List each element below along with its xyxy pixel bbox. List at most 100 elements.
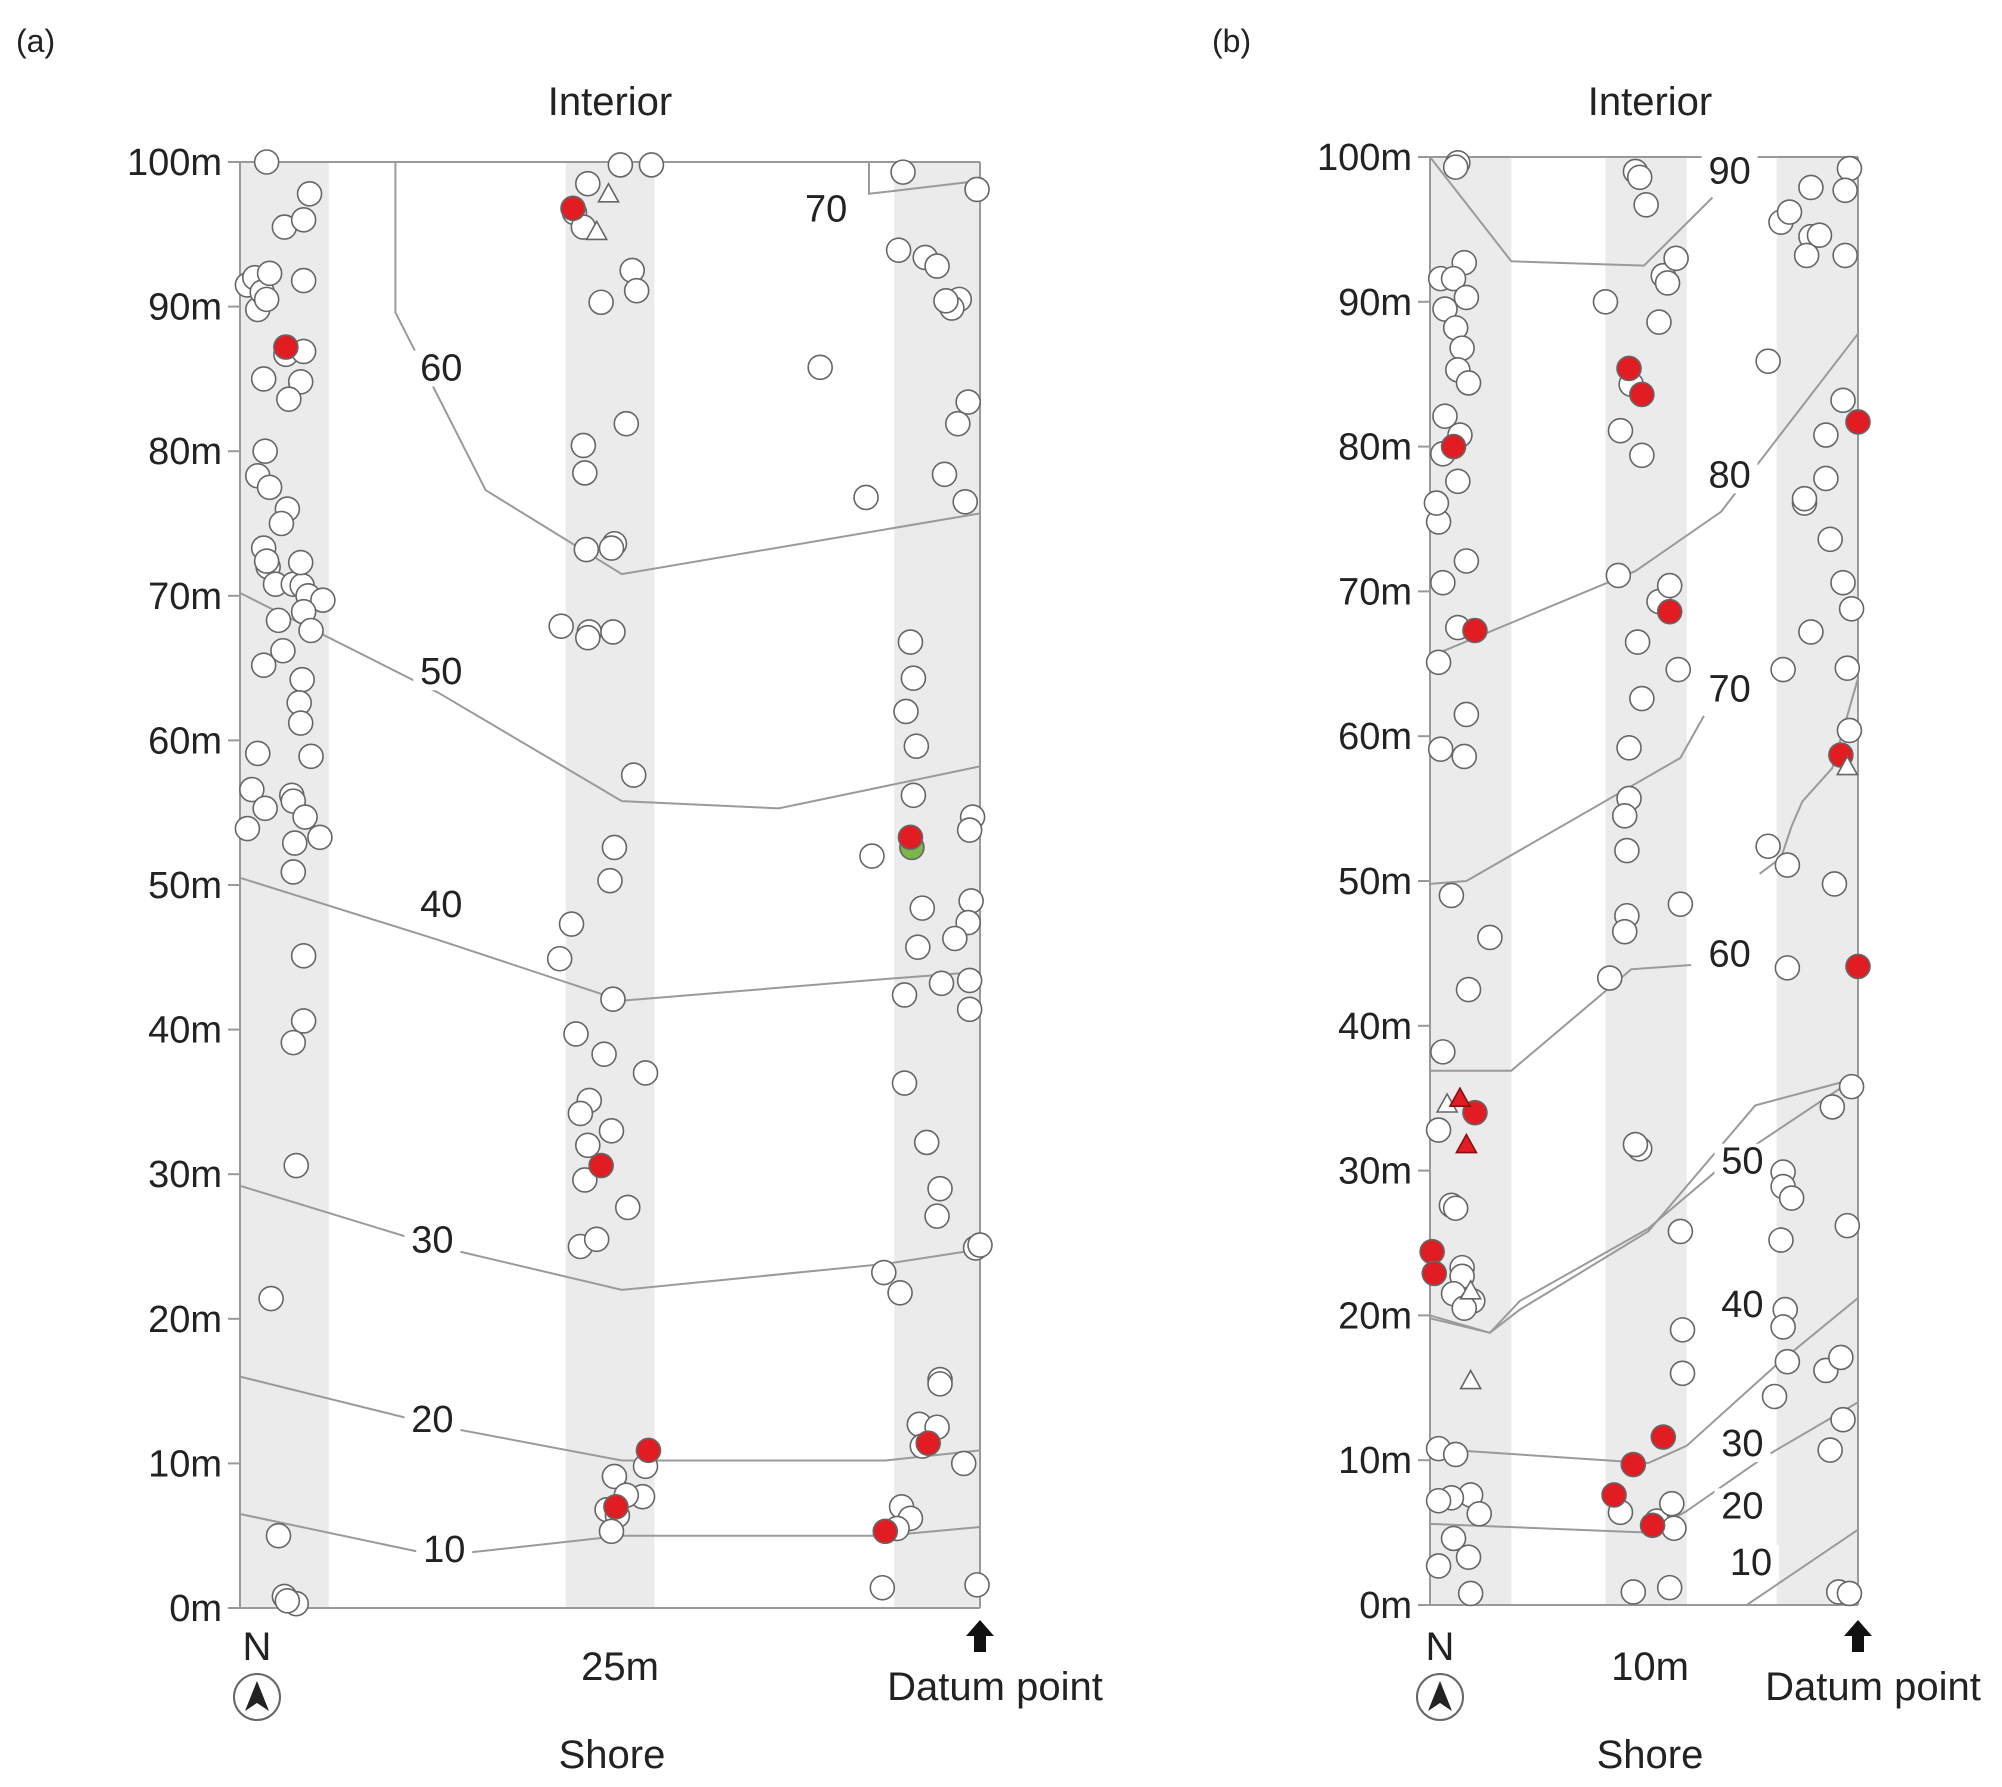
tick-group: 0m 10m 20m 30m 40m 50m 60m 70m 80m 90m 100m (1317, 137, 1430, 1627)
contour-label: 20 (1721, 1485, 1763, 1527)
white-point (289, 666, 315, 693)
white-point (1819, 1094, 1846, 1120)
white-point (1442, 1195, 1469, 1222)
y-tick-label: 50m (1338, 861, 1412, 903)
white-point (1427, 736, 1454, 763)
red-point (1620, 1451, 1647, 1478)
white-point (893, 698, 919, 725)
band-group (1430, 157, 1858, 1605)
white-point (598, 1118, 625, 1144)
white-point (1774, 955, 1801, 981)
shore-label: Shore (559, 1733, 666, 1777)
white-point (885, 237, 912, 264)
white-triangle (597, 182, 620, 203)
white-point (1834, 1212, 1861, 1239)
white-point (1834, 655, 1861, 681)
white-point (1611, 803, 1638, 829)
white-point (253, 286, 280, 313)
white-point (1453, 548, 1480, 574)
contour-label: 90 (1708, 150, 1750, 192)
white-point (1624, 629, 1651, 655)
white-point (601, 1463, 628, 1490)
white-point (1425, 1553, 1452, 1579)
white-point (956, 996, 983, 1023)
y-tick-label: 20m (1338, 1295, 1412, 1337)
white-point (897, 629, 924, 655)
panel-b: (b) 0m 10m 20m 30m 40m 50m 60m 70m 80m 90m 100m 10… (1212, 23, 1981, 1777)
white-point (1830, 569, 1856, 596)
contour-line (1429, 715, 1705, 885)
contour-label-bg (413, 654, 470, 691)
sampling-band (1430, 157, 1512, 1605)
white-point (1778, 1185, 1805, 1211)
white-point (1830, 387, 1856, 414)
white-triangle (1459, 1368, 1483, 1390)
contour-label: 30 (411, 1220, 453, 1262)
point-group (234, 149, 993, 1617)
white-point (307, 824, 333, 851)
north-label: N (243, 1625, 272, 1669)
contour-line (1429, 1297, 1859, 1465)
white-point (620, 762, 647, 788)
white-point (287, 549, 314, 576)
white-point (570, 432, 597, 459)
white-point (1821, 871, 1848, 897)
red-point (1845, 953, 1871, 980)
white-point (1798, 619, 1824, 645)
interior-label: Interior (1588, 80, 1713, 124)
white-point (890, 159, 916, 185)
white-point (1656, 572, 1683, 599)
white-point (869, 1574, 896, 1601)
contour-label: 10 (423, 1529, 465, 1571)
white-point (287, 710, 314, 736)
white-triangle (585, 219, 609, 241)
y-tick-label: 70m (1338, 571, 1412, 613)
panel-label: (b) (1212, 23, 1251, 59)
white-point (1611, 918, 1638, 945)
white-point (280, 859, 307, 885)
contour-line (868, 162, 981, 195)
white-point (268, 510, 295, 537)
white-point (250, 366, 277, 392)
y-tick-label: 60m (148, 720, 222, 762)
white-point (1832, 177, 1858, 204)
white-point (807, 354, 833, 381)
contour-label: 50 (420, 651, 462, 693)
y-tick-label: 10m (1338, 1440, 1412, 1482)
white-point (967, 1232, 993, 1258)
y-tick-label: 50m (148, 865, 222, 907)
white-point (558, 911, 585, 937)
white-point (1438, 882, 1465, 909)
white-point (298, 743, 324, 770)
y-tick-label: 90m (1338, 282, 1412, 324)
white-point (290, 943, 317, 969)
red-point (1440, 433, 1467, 460)
white-point (944, 410, 971, 437)
x-mid-label: 10m (1611, 1645, 1689, 1689)
white-point (234, 815, 261, 842)
white-point (958, 888, 984, 914)
white-point (572, 460, 598, 486)
white-point (613, 410, 640, 437)
white-point (964, 176, 990, 203)
white-point (574, 170, 601, 197)
white-point (928, 970, 955, 997)
white-point (572, 1167, 598, 1193)
contour-label-bg (1701, 671, 1758, 708)
red-point (635, 1437, 662, 1464)
contour-label: 20 (411, 1399, 453, 1441)
x-mid-label: 25m (581, 1645, 659, 1689)
white-point (1806, 222, 1833, 248)
white-point (1656, 1574, 1683, 1601)
white-point (270, 637, 296, 664)
y-tick-label: 100m (1317, 137, 1412, 179)
white-point (900, 782, 927, 809)
white-point (1466, 1500, 1493, 1527)
contour-label: 60 (420, 348, 462, 390)
white-point (1620, 1579, 1647, 1605)
contour-label: 40 (1721, 1284, 1763, 1326)
y-tick-label: 70m (148, 576, 222, 618)
contour-label-bg (1701, 936, 1758, 973)
white-point (1793, 242, 1820, 269)
white-point (1669, 1360, 1696, 1387)
